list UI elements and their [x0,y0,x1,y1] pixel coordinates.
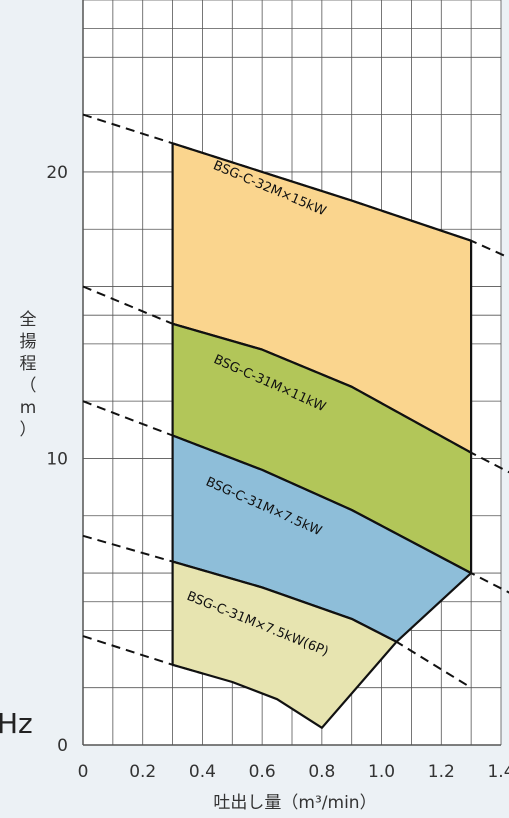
y-label-char: ） [20,420,37,440]
y-tick-label: 0 [57,736,68,756]
dashed-curve-1 [82,113,509,259]
frequency-text: Hz [0,707,33,740]
x-tick-label: 0.4 [189,762,216,782]
y-tick-label: 10 [46,449,68,469]
y-label-char: 全 [20,310,37,330]
dashed-curves [82,113,509,689]
x-tick-label: 0.8 [308,762,335,782]
x-tick-label: 1.0 [368,762,395,782]
y-label-char: 程 [20,354,37,374]
dashed-curve-5 [82,635,203,675]
x-tick-label: 1.2 [428,762,455,782]
y-axis-ticks: 0 10 20 [46,163,68,756]
y-axis-label: 全揚程（m） [20,310,37,440]
y-tick-label: 20 [46,163,68,183]
x-tick-label: 0.2 [129,762,156,782]
x-axis-label: 吐出し量（m³/min） [213,793,376,813]
dashed-curve-3 [82,400,509,594]
y-label-char: （ [20,376,37,396]
y-label-char: m [20,398,37,418]
dashed-curve-2 [82,285,509,474]
y-label-char: 揚 [20,332,37,352]
x-axis-ticks: 0 0.2 0.4 0.6 0.8 1.0 1.2 1.4 [78,762,509,782]
dashed-curve-4 [82,534,472,689]
x-tick-label: 0.6 [249,762,276,782]
x-tick-label: 0 [78,762,89,782]
x-tick-label: 1.4 [487,762,509,782]
